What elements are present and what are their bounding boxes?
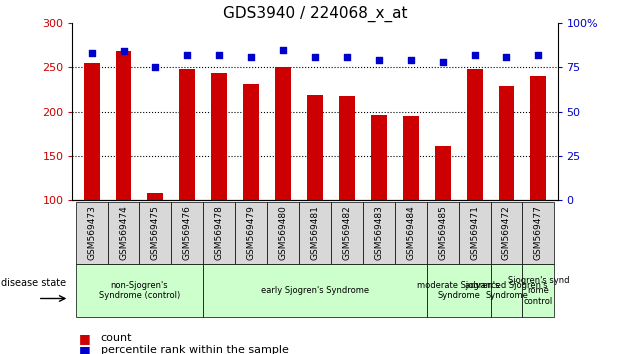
Text: advanced Sjogren's
Syndrome: advanced Sjogren's Syndrome [465, 281, 548, 300]
Text: percentile rank within the sample: percentile rank within the sample [101, 346, 289, 354]
Bar [108, 202, 139, 264]
Text: Sjogren's synd
rome
control: Sjogren's synd rome control [508, 276, 569, 306]
Bar [180, 69, 195, 200]
Bar [76, 264, 203, 317]
Text: non-Sjogren's
Syndrome (control): non-Sjogren's Syndrome (control) [99, 281, 180, 300]
Text: GSM569472: GSM569472 [502, 205, 511, 259]
Bar [307, 95, 323, 200]
Point [86, 50, 96, 56]
Bar [435, 146, 450, 200]
Text: ■: ■ [79, 332, 91, 344]
Point [406, 57, 416, 63]
Bar [522, 202, 554, 264]
Bar [339, 96, 355, 200]
Bar [235, 202, 267, 264]
Text: GSM569474: GSM569474 [119, 205, 128, 259]
Bar [427, 202, 459, 264]
Text: GSM569482: GSM569482 [343, 205, 352, 259]
Point [374, 57, 384, 63]
Bar [522, 264, 554, 317]
Bar [459, 202, 491, 264]
Bar [76, 202, 108, 264]
Bar [211, 73, 227, 200]
Bar [427, 264, 491, 317]
Text: disease state: disease state [1, 278, 66, 288]
Bar [84, 63, 100, 200]
Bar [115, 51, 132, 200]
Point [534, 52, 544, 58]
Text: GSM569478: GSM569478 [215, 205, 224, 260]
Point [182, 52, 192, 58]
Bar [363, 202, 395, 264]
Bar [491, 202, 522, 264]
Point [278, 47, 288, 52]
Point [151, 64, 161, 70]
Bar [243, 84, 259, 200]
Text: GSM569477: GSM569477 [534, 205, 543, 260]
Point [501, 54, 512, 59]
Text: GSM569480: GSM569480 [278, 205, 287, 260]
Text: GSM569473: GSM569473 [87, 205, 96, 260]
Bar [530, 76, 546, 200]
Bar [299, 202, 331, 264]
Title: GDS3940 / 224068_x_at: GDS3940 / 224068_x_at [223, 5, 407, 22]
Bar [147, 193, 163, 200]
Point [246, 54, 256, 59]
Text: moderate Sjogren's
Syndrome: moderate Sjogren's Syndrome [418, 281, 500, 300]
Text: early Sjogren's Syndrome: early Sjogren's Syndrome [261, 286, 369, 295]
Point [118, 48, 129, 54]
Text: GSM569476: GSM569476 [183, 205, 192, 260]
Bar [171, 202, 203, 264]
Point [214, 52, 224, 58]
Bar [371, 115, 387, 200]
Bar [467, 69, 483, 200]
Text: GSM569479: GSM569479 [247, 205, 256, 260]
Bar [395, 202, 427, 264]
Text: GSM569484: GSM569484 [406, 205, 415, 259]
Bar [275, 67, 291, 200]
Bar [331, 202, 363, 264]
Text: GSM569481: GSM569481 [311, 205, 319, 260]
Bar [203, 202, 235, 264]
Text: GSM569485: GSM569485 [438, 205, 447, 260]
Point [342, 54, 352, 59]
Bar [267, 202, 299, 264]
Text: GSM569475: GSM569475 [151, 205, 160, 260]
Text: ■: ■ [79, 344, 91, 354]
Bar [498, 86, 515, 200]
Point [310, 54, 320, 59]
Point [438, 59, 448, 65]
Point [469, 52, 479, 58]
Bar [203, 264, 427, 317]
Text: GSM569483: GSM569483 [374, 205, 383, 260]
Text: GSM569471: GSM569471 [470, 205, 479, 260]
Bar [491, 264, 522, 317]
Bar [139, 202, 171, 264]
Bar [403, 116, 419, 200]
Text: count: count [101, 333, 132, 343]
